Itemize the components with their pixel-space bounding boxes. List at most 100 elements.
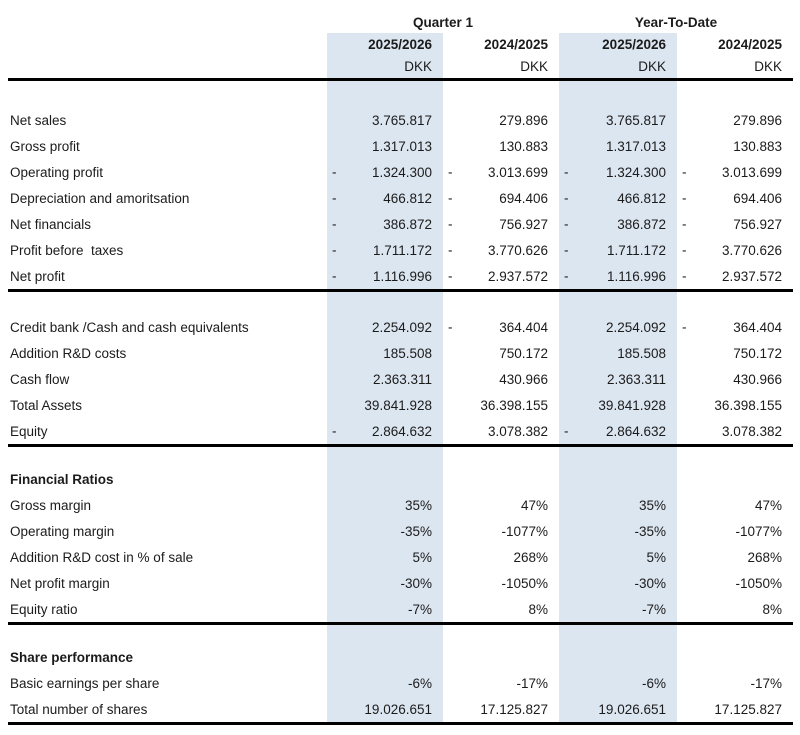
table-row: Gross profit 1.317.013 130.883 1.317.013 130… bbox=[8, 133, 793, 159]
table-row: Profit before taxes -1.711.172-3.770.626-… bbox=[8, 237, 793, 263]
value-cell: 130.883 bbox=[443, 133, 559, 159]
value-cell: - 1.116.996 bbox=[327, 263, 443, 292]
value-cell: 35% bbox=[559, 492, 677, 518]
table-row: Basic earnings per share -6% -17% -6% -17% bbox=[8, 670, 793, 696]
cell-value: -1050% bbox=[735, 575, 782, 591]
year-header-ytd-prior: 2024/2025 bbox=[718, 36, 782, 52]
value-cell: 3.078.382 bbox=[443, 418, 559, 447]
currency-header: DKK bbox=[559, 55, 677, 81]
year-header-row: 2025/2026 2024/2025 2025/2026 2024/2025 bbox=[8, 33, 793, 55]
cell-value: 1.324.300 bbox=[605, 164, 666, 180]
value-cell: -35% bbox=[559, 518, 677, 544]
year-header-ytd-current: 2025/2026 bbox=[559, 33, 677, 55]
cell-value: 2.864.632 bbox=[605, 423, 666, 439]
cell-value: 364.404 bbox=[733, 319, 782, 335]
row-label: Basic earnings per share bbox=[10, 675, 160, 691]
row-label: Total Assets bbox=[10, 397, 83, 413]
value-cell bbox=[327, 466, 443, 492]
cell-value: -30% bbox=[400, 575, 432, 591]
cell-value: 47% bbox=[520, 497, 548, 513]
row-label: Equity ratio bbox=[8, 596, 327, 625]
cell-value: -6% bbox=[641, 675, 666, 691]
column-group-quarter1: Quarter 1 bbox=[412, 15, 474, 30]
negative-sign: - bbox=[332, 423, 337, 439]
value-cell: - 2.864.632 bbox=[327, 418, 443, 447]
currency-header: DKK bbox=[327, 55, 443, 81]
negative-sign: - bbox=[448, 216, 453, 232]
value-cell bbox=[443, 466, 559, 492]
value-cell bbox=[559, 466, 677, 492]
row-label bbox=[8, 81, 327, 107]
cell-value: -1050% bbox=[501, 575, 548, 591]
value-cell: 19.026.651 bbox=[327, 696, 443, 725]
value-cell: 185.508 bbox=[559, 340, 677, 366]
value-cell: - 386.872 bbox=[559, 211, 677, 237]
row-label: Profit before taxes bbox=[10, 242, 124, 258]
cell-value: 8% bbox=[528, 601, 548, 617]
value-cell: - 3.013.699 bbox=[677, 159, 793, 185]
cell-value: 750.172 bbox=[499, 345, 548, 361]
value-cell bbox=[327, 81, 443, 107]
cell-value: -1077% bbox=[735, 523, 782, 539]
cell-value: -35% bbox=[400, 523, 432, 539]
cell-value: 268% bbox=[747, 549, 782, 565]
value-cell: 430.966 bbox=[677, 366, 793, 392]
table-row: Net sales 3.765.817 279.896 3.765.817 279.89… bbox=[8, 107, 793, 133]
value-cell bbox=[559, 292, 677, 314]
cell-value: 279.896 bbox=[733, 112, 782, 128]
negative-sign: - bbox=[564, 423, 569, 439]
value-cell bbox=[327, 644, 443, 670]
financial-table: Quarter 1 Year-To-Date 2025/2026 2024/20… bbox=[8, 12, 793, 725]
value-cell: - 3.770.626 bbox=[677, 237, 793, 263]
value-cell: 3.765.817 bbox=[559, 107, 677, 133]
cell-value: 2.937.572 bbox=[487, 268, 548, 284]
negative-sign: - bbox=[682, 216, 687, 232]
cell-value: 36.398.155 bbox=[714, 397, 782, 413]
value-cell bbox=[443, 644, 559, 670]
blank-row bbox=[8, 292, 793, 314]
value-cell bbox=[327, 625, 443, 644]
year-header-q1-prior: 2024/2025 bbox=[484, 36, 548, 52]
table-row: Cash flow 2.363.311 430.966 2.363.311 430.96… bbox=[8, 366, 793, 392]
cell-value: 17.125.827 bbox=[480, 701, 548, 717]
value-cell: - 1.324.300 bbox=[559, 159, 677, 185]
cell-value: 130.883 bbox=[499, 138, 548, 154]
cell-value: -17% bbox=[750, 675, 782, 691]
table-row: Gross margin 35% 47% 35% 47% bbox=[8, 492, 793, 518]
section-header-row: Financial Ratios bbox=[8, 466, 793, 492]
value-cell bbox=[559, 625, 677, 644]
value-cell: -7% bbox=[559, 596, 677, 625]
row-label: Cash flow bbox=[10, 371, 70, 387]
table-row: Net profit margin -30% -1050% -30% -1050% bbox=[8, 570, 793, 596]
row-label: Total number of shares bbox=[8, 696, 327, 725]
cell-value: 430.966 bbox=[733, 371, 782, 387]
cell-value: 35% bbox=[638, 497, 666, 513]
cell-value: 1.116.996 bbox=[372, 268, 432, 284]
cell-value: 2.937.572 bbox=[721, 268, 782, 284]
cell-value: 756.927 bbox=[499, 216, 548, 232]
cell-value: 430.966 bbox=[499, 371, 548, 387]
table-row: Operating profit -1.324.300-3.013.699-1.3… bbox=[8, 159, 793, 185]
corner-cell bbox=[8, 12, 327, 33]
value-cell: - 694.406 bbox=[443, 185, 559, 211]
table-row: Operating margin -35% -1077% -35% -1077% bbox=[8, 518, 793, 544]
cell-value: 35% bbox=[404, 497, 432, 513]
value-cell bbox=[677, 292, 793, 314]
negative-sign: - bbox=[332, 164, 337, 180]
cell-value: 17.125.827 bbox=[714, 701, 782, 717]
value-cell bbox=[327, 292, 443, 314]
negative-sign: - bbox=[682, 190, 687, 206]
cell-value: -7% bbox=[407, 601, 432, 617]
negative-sign: - bbox=[564, 216, 569, 232]
cell-value: 8% bbox=[762, 601, 782, 617]
column-group-row: Quarter 1 Year-To-Date bbox=[8, 12, 793, 33]
row-label: Equity bbox=[8, 418, 327, 447]
row-label: Operating profit bbox=[10, 164, 104, 180]
cell-value: 39.841.928 bbox=[598, 397, 666, 413]
blank-row bbox=[8, 447, 793, 466]
negative-sign: - bbox=[682, 268, 687, 284]
row-label bbox=[8, 292, 327, 314]
value-cell: 8% bbox=[443, 596, 559, 625]
cell-value: -7% bbox=[641, 601, 666, 617]
table-row: Net profit -1.116.996-2.937.572-1.116.996… bbox=[8, 263, 793, 292]
